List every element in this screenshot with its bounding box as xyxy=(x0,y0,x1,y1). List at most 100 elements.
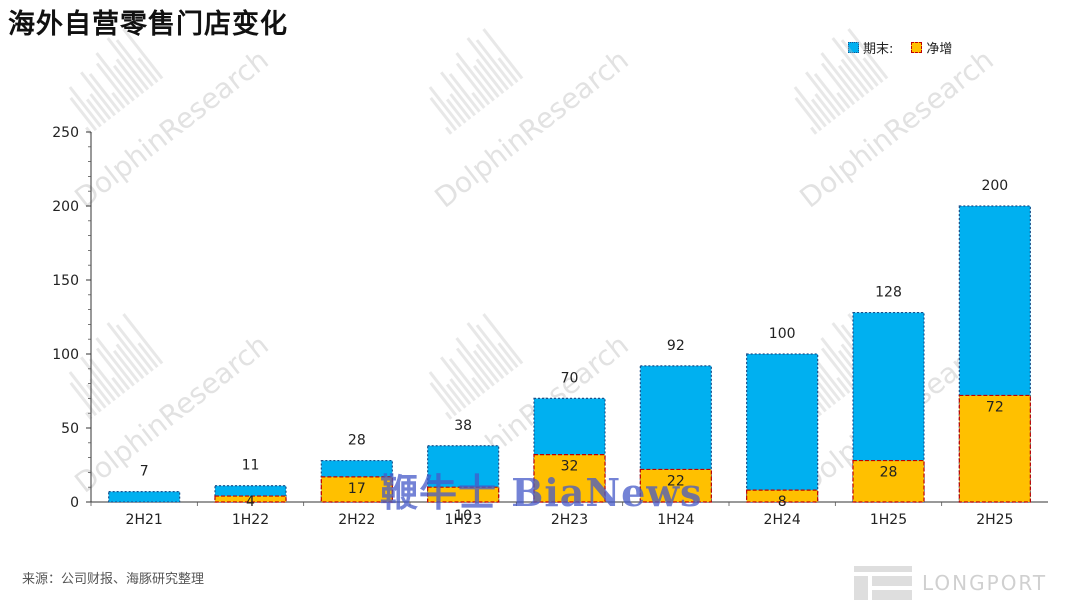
watermark-bar-icon xyxy=(466,37,510,91)
watermark-bar-icon xyxy=(820,62,856,106)
watermark-bar-icon xyxy=(111,376,126,394)
watermark-bar-icon xyxy=(122,28,164,80)
watermark-bar-icon xyxy=(88,73,121,113)
watermark-bar-icon xyxy=(475,343,505,380)
watermark-bar-icon xyxy=(95,347,131,391)
y-tick-label: 150 xyxy=(52,273,79,289)
bar-net-add xyxy=(639,468,712,503)
watermark-bar-icon xyxy=(112,64,140,98)
watermark-bar-icon xyxy=(137,57,159,84)
x-tick-label: 1H24 xyxy=(657,512,694,528)
watermark-bar-icon xyxy=(836,91,851,109)
chart-labels: 7 4 11 17 28 10 38 32 70 22 92 8 100 28 128 72 200 xyxy=(140,178,1008,524)
watermark-bar-icon xyxy=(429,382,458,417)
y-tick-label: 250 xyxy=(52,125,79,141)
watermark-bar-icon xyxy=(805,71,841,117)
data-label-net-add: 10 xyxy=(454,508,472,524)
legend-label-ending: 期末: xyxy=(863,42,894,57)
watermark-bar-icon xyxy=(428,86,462,128)
bar-ending xyxy=(108,491,181,503)
watermark-text: DolphinResearch xyxy=(68,43,274,214)
watermark-bar-icon xyxy=(68,371,102,413)
y-tick-label: 50 xyxy=(61,421,79,437)
chart-title: 海外自营零售门店变化 xyxy=(8,9,288,40)
watermark-bar-icon xyxy=(95,62,131,106)
source-note: 来源：公司财报、海豚研究整理 xyxy=(22,572,205,587)
x-tick-label: 1H22 xyxy=(232,512,269,528)
watermark-bar-icon xyxy=(475,324,514,372)
x-tick-label: 2H24 xyxy=(764,512,801,528)
watermark-bar-icon xyxy=(112,349,140,383)
longport-text: LONGPORT xyxy=(922,571,1048,595)
watermark-bar-icon xyxy=(448,73,481,113)
data-label-ending: 28 xyxy=(348,433,366,449)
watermark-bar-icon xyxy=(840,39,879,87)
watermark-bar-icon xyxy=(472,349,500,383)
data-label-ending: 7 xyxy=(140,464,149,480)
watermark-bar-icon xyxy=(497,342,519,369)
data-label-net-add: 28 xyxy=(880,465,898,481)
watermark-bar-icon xyxy=(115,343,145,380)
data-label-net-add: 17 xyxy=(348,481,366,497)
legend-label-net-add: 净增 xyxy=(926,42,953,57)
data-label-ending: 200 xyxy=(981,178,1008,194)
data-label-ending: 70 xyxy=(561,370,579,386)
data-label-net-add: 32 xyxy=(561,459,579,475)
data-label-net-add: 72 xyxy=(986,399,1004,415)
data-label-ending: 92 xyxy=(667,338,685,354)
x-tick-label: 2H22 xyxy=(338,512,375,528)
legend-item-ending: 期末: xyxy=(848,38,893,57)
bar-net-add xyxy=(958,394,1031,503)
watermark-0: DolphinResearch xyxy=(68,28,275,214)
watermark-bar-icon xyxy=(445,383,467,409)
watermark-bar-icon xyxy=(440,356,476,402)
watermark-bar-icon xyxy=(89,93,112,120)
watermark-text: DolphinResearch xyxy=(428,43,634,214)
bar-ending xyxy=(746,353,819,503)
data-label-net-add: 8 xyxy=(778,494,787,510)
watermark-bar-icon xyxy=(68,86,102,128)
watermark-bar-icon xyxy=(793,86,827,128)
watermark-bar-icon xyxy=(80,71,116,117)
x-tick-label: 2H21 xyxy=(126,512,163,528)
bar-net-add xyxy=(320,476,393,503)
watermark-bar-icon xyxy=(472,64,500,98)
bianews-overlay-text: 鞭牛士 BiaNews xyxy=(380,470,703,515)
watermark-bar-icon xyxy=(840,58,870,95)
watermark-3: DolphinResearch xyxy=(68,313,275,499)
watermark-bar-icon xyxy=(820,337,860,387)
data-label-ending: 128 xyxy=(875,285,902,301)
watermark-bar-icon xyxy=(429,97,458,132)
watermark-bar-icon xyxy=(95,52,135,102)
data-label-ending: 11 xyxy=(242,458,260,474)
watermark-bar-icon xyxy=(85,98,107,124)
watermark-bar-icon xyxy=(475,58,505,95)
watermark-bar-icon xyxy=(475,39,514,87)
chart-bars xyxy=(108,205,1031,503)
watermark-bar-icon xyxy=(88,358,121,398)
watermark-bar-icon xyxy=(455,337,495,387)
legend-swatch-ending xyxy=(848,42,859,53)
watermark-bar-icon xyxy=(448,358,481,398)
bar-net-add xyxy=(746,489,819,503)
watermark-2: DolphinResearch xyxy=(793,28,1000,214)
y-tick-label: 100 xyxy=(52,347,79,363)
watermark-bar-icon xyxy=(115,324,154,372)
watermark-1: DolphinResearch xyxy=(428,28,635,214)
watermark-bar-icon xyxy=(449,378,472,405)
x-tick-label: 2H25 xyxy=(976,512,1013,528)
watermark-bar-icon xyxy=(80,356,116,402)
data-label-ending: 100 xyxy=(769,326,796,342)
watermark-bar-icon xyxy=(69,97,98,132)
watermark-bar-icon xyxy=(820,347,856,391)
watermark-bar-icon xyxy=(794,97,823,132)
watermark-bar-icon xyxy=(122,313,164,365)
data-label-net-add: 22 xyxy=(667,473,685,489)
watermark-bar-icon xyxy=(445,411,453,420)
bar-net-add xyxy=(533,454,606,503)
watermark-bar-icon xyxy=(111,91,126,109)
watermark-bar-icon xyxy=(440,71,476,117)
watermark-bar-icon xyxy=(497,57,519,84)
watermark-bar-icon xyxy=(455,52,495,102)
watermark-bar-icon xyxy=(813,358,846,398)
